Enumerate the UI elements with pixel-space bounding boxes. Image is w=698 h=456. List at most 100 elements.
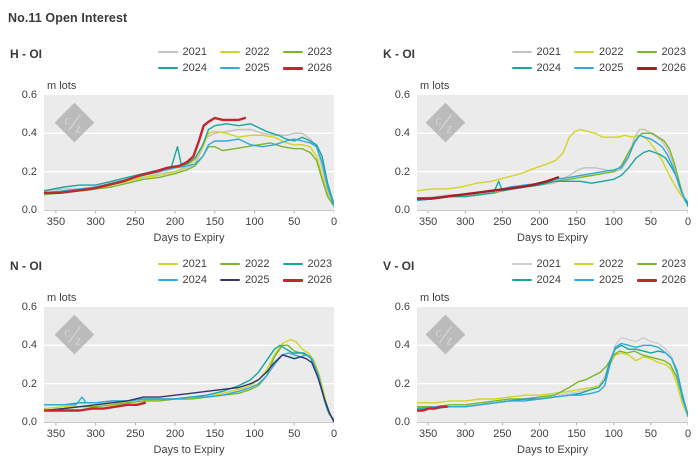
legend-line-swatch (574, 67, 595, 69)
x-tick-label: 100 (245, 428, 264, 440)
legend-line-swatch (511, 279, 532, 281)
legend-line-swatch (282, 263, 303, 265)
x-tick-label: 300 (456, 428, 475, 440)
y-unit-label: m lots (420, 292, 450, 304)
series-line-2025 (44, 354, 334, 423)
y-tick-label: 0.0 (21, 416, 37, 428)
legend-line-swatch (636, 66, 657, 70)
legend-line-swatch (220, 263, 241, 265)
legend-item-2023: 2023 (282, 46, 332, 58)
legend-label: 2025 (599, 274, 624, 286)
legend: 2021 2022 2023 2024 2025 2026 (157, 46, 332, 74)
legend: 2021 2022 2023 2024 2025 2026 (511, 46, 686, 74)
x-tick-label: 250 (493, 216, 512, 228)
legend-label: 2022 (599, 258, 624, 270)
plot-background (417, 95, 688, 210)
cz-watermark-icon: CZ (54, 102, 95, 143)
legend-item-2026: 2026 (636, 62, 686, 74)
page-title: No.11 Open Interest (8, 11, 128, 25)
x-tick-marks (55, 423, 334, 426)
cz-watermark-icon: CZ (425, 102, 466, 143)
x-tick-label: 200 (165, 216, 185, 228)
legend-item-2021: 2021 (157, 258, 207, 270)
legend-line-swatch (220, 67, 241, 69)
chart-title: K - OI (383, 47, 415, 61)
y-unit-label: m lots (47, 292, 77, 304)
legend-line-swatch (636, 51, 657, 53)
legend-label: 2022 (599, 46, 624, 58)
legend-label: 2024 (182, 274, 208, 286)
legend-item-2024: 2024 (511, 274, 561, 286)
legend-label: 2023 (661, 258, 686, 270)
legend: 2021 2022 2023 2024 2025 2026 (511, 258, 686, 286)
legend-item-2021: 2021 (157, 46, 207, 58)
plot-background (417, 307, 688, 422)
chart-card-h-oi: H - OI 2021 2022 2023 2024 2025 2026 0.6 0.4 0.… (8, 46, 337, 244)
legend-item-2025: 2025 (220, 62, 270, 74)
legend-item-2023: 2023 (636, 46, 686, 58)
legend-label: 2021 (536, 258, 562, 270)
y-tick-label: 0.2 (394, 165, 410, 178)
legend-label: 2026 (307, 274, 332, 286)
legend-label: 2026 (661, 274, 686, 286)
chart-header: V - OI 2021 2022 2023 2024 2025 2026 (383, 258, 686, 290)
legend-label: 2023 (307, 46, 332, 58)
chart-title: H - OI (10, 47, 42, 61)
y-tick-label: 0.0 (394, 416, 410, 428)
legend-line-swatch (282, 66, 303, 70)
legend-line-swatch (574, 51, 595, 53)
y-tick-label: 0.0 (394, 204, 410, 216)
legend-item-2026: 2026 (636, 274, 686, 286)
y-tick-label: 0.4 (21, 127, 37, 140)
legend-item-2022: 2022 (574, 258, 624, 270)
x-tick-label: 100 (245, 216, 264, 228)
x-tick-label: 150 (567, 216, 586, 228)
y-unit-label: m lots (47, 80, 77, 92)
svg-text:Z: Z (75, 337, 81, 347)
y-tick-label: 0.6 (21, 89, 37, 101)
series-line-2026 (44, 116, 247, 195)
svg-text:Z: Z (446, 125, 452, 135)
chart-title: V - OI (383, 259, 415, 273)
legend-line-swatch (157, 279, 178, 281)
x-tick-label: 0 (330, 428, 338, 440)
legend-line-swatch (220, 279, 241, 281)
series-line-2023 (44, 142, 334, 207)
series-line-2025 (417, 342, 688, 418)
legend-item-2023: 2023 (636, 258, 686, 270)
y-unit-label: m lots (420, 80, 450, 92)
legend-label: 2022 (245, 46, 270, 58)
legend-item-2024: 2024 (157, 274, 208, 286)
chart-title: N - OI (10, 259, 42, 273)
series-line-2022 (417, 128, 688, 204)
y-tick-label: 0.6 (394, 89, 410, 101)
plot-area: CZ (44, 307, 334, 426)
legend-label: 2025 (599, 62, 624, 74)
x-tick-label: 350 (46, 428, 66, 440)
x-tick-label: 100 (604, 428, 623, 440)
legend-label: 2025 (245, 62, 270, 74)
series-line-2024 (417, 149, 688, 207)
x-axis: 350 300 250 200 150 100 50 0 (417, 216, 691, 231)
chart-card-n-oi: N - OI 2021 2022 2023 2024 2025 2026 0.6 0.4 0.… (8, 258, 338, 456)
x-tick-marks (427, 211, 688, 214)
x-axis: 350 300 250 200 150 100 50 0 (417, 428, 691, 443)
legend-item-2025: 2025 (574, 62, 624, 74)
y-tick-label: 0.4 (21, 339, 37, 352)
x-tick-label: 300 (86, 428, 105, 440)
legend-label: 2024 (536, 62, 562, 74)
chart-card-v-oi: V - OI 2021 2022 2023 2024 2025 2026 0.6 0.4 0.… (381, 258, 691, 456)
x-tick-label: 150 (205, 428, 224, 440)
legend-item-2025: 2025 (574, 274, 624, 286)
x-axis-title: Days to Expiry (517, 444, 588, 456)
plot-background (44, 307, 334, 422)
legend-line-swatch (157, 51, 178, 53)
legend-label: 2024 (182, 62, 208, 74)
legend: 2021 2022 2023 2024 2025 2026 (157, 258, 332, 286)
legend-item-2025: 2025 (220, 274, 270, 286)
x-axis: 350 300 250 200 150 100 50 0 (44, 428, 338, 443)
series-line-2021 (417, 337, 688, 416)
